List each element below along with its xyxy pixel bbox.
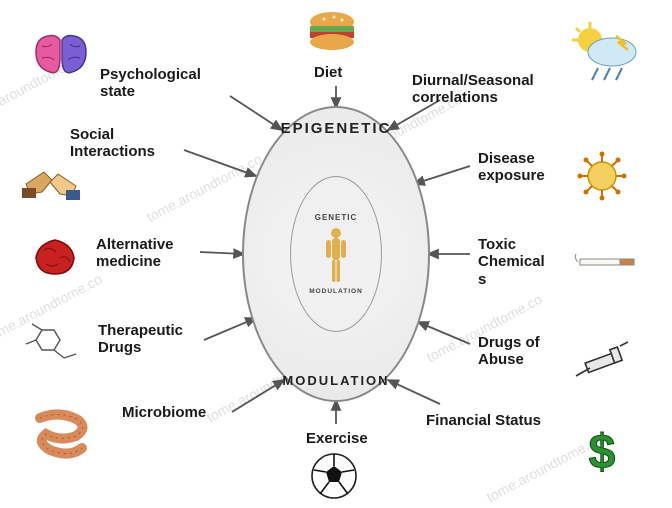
inner-ring-bottom-text: MODULATION — [309, 288, 363, 295]
factor-label-toxic_chemicals: ToxicChemicals — [478, 236, 545, 288]
factor-label-microbiome: Microbiome — [122, 404, 206, 421]
inner-ring-top-text: GENETIC — [315, 213, 358, 222]
factor-label-social_interactions: SocialInteractions — [70, 126, 155, 161]
factor-label-financial_status: Financial Status — [426, 412, 541, 429]
virus-icon — [576, 150, 628, 202]
dollar-icon: $ — [574, 424, 630, 480]
diagram-canvas: tome.aroundtome.co tome.aroundtome.co to… — [0, 0, 672, 508]
factor-label-alternative_medicine: Alternativemedicine — [96, 236, 174, 271]
svg-text:$: $ — [589, 426, 616, 479]
arrow-social_interactions — [184, 150, 256, 176]
arrow-alternative_medicine — [200, 252, 244, 254]
factor-label-psychological_state: Psychologicalstate — [100, 66, 201, 101]
syringe-icon — [574, 340, 634, 386]
factor-label-exercise: Exercise — [306, 430, 368, 447]
factor-label-disease_exposure: Diseaseexposure — [478, 150, 545, 185]
inner-ellipse: GENETIC MODULATION — [290, 176, 382, 332]
human-figure-icon — [322, 226, 350, 284]
factor-label-therapeutic_drugs: TherapeuticDrugs — [98, 322, 183, 357]
factor-label-drugs_of_abuse: Drugs ofAbuse — [478, 334, 540, 369]
brain-icon — [30, 28, 92, 82]
soccer-ball-icon — [310, 452, 358, 500]
burger-icon — [302, 10, 362, 54]
handshake-icon — [22, 164, 80, 206]
factor-label-diurnal_seasonal: Diurnal/Seasonalcorrelations — [412, 72, 534, 107]
outer-ring-bottom-text: MODULATION — [282, 373, 389, 388]
sun-cloud-icon — [568, 22, 640, 84]
herb-icon — [30, 236, 80, 278]
arrow-microbiome — [232, 380, 284, 412]
factor-label-diet: Diet — [314, 64, 342, 81]
arrow-disease_exposure — [414, 166, 470, 184]
molecule-icon — [24, 322, 80, 368]
arrow-therapeutic_drugs — [204, 318, 256, 340]
arrow-psychological_state — [230, 96, 282, 130]
arrow-drugs_of_abuse — [418, 322, 470, 344]
intestine-icon — [30, 408, 92, 466]
cigarette-icon — [574, 252, 638, 272]
arrow-financial_status — [388, 380, 440, 404]
outer-ring-top-text: EPIGENETIC — [281, 120, 392, 137]
